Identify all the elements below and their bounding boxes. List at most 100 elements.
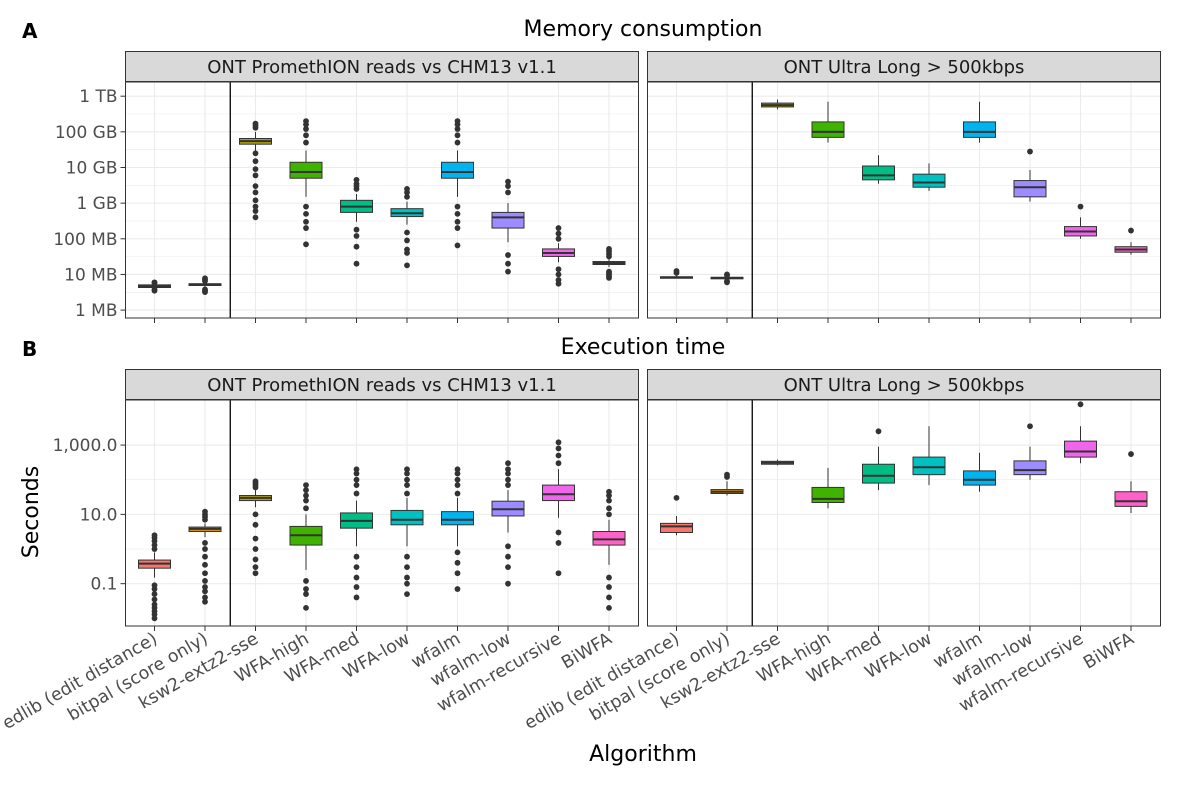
box-wfa-med (862, 155, 895, 184)
box-iqr (542, 484, 575, 502)
outlier-point (1027, 423, 1033, 430)
outlier-point (454, 470, 461, 477)
outlier-point (555, 529, 562, 536)
box-biwfa (592, 246, 626, 281)
outlier-point (404, 580, 410, 587)
strip-label-a2: ONT Ultra Long > 500kbps (784, 57, 1025, 78)
outlier-point (252, 214, 259, 221)
outlier-point (202, 584, 208, 590)
outlier-point (202, 594, 208, 601)
outlier-point (252, 172, 259, 179)
box-bitpal-score-only- (710, 471, 744, 496)
box-iqr (862, 463, 895, 484)
box-wfa-high (289, 118, 323, 248)
outlier-point (505, 178, 511, 185)
outlier-point (555, 439, 562, 446)
outlier-point (303, 482, 309, 488)
panel-b-title: Execution time (561, 335, 726, 360)
outlier-point (606, 497, 612, 504)
y-tick-label: 1 TB (79, 87, 117, 107)
outlier-point (1077, 203, 1084, 210)
strip-b2 (647, 369, 1161, 400)
outlier-point (454, 466, 461, 473)
outlier-point (303, 132, 309, 139)
outlier-point (454, 549, 461, 556)
box-bitpal-score-only- (188, 508, 222, 605)
box-ksw2-extz2-sse (761, 99, 794, 110)
box-wfa-med (340, 176, 373, 267)
box-edlib-edit-distance- (138, 279, 171, 294)
box-wfalm (963, 101, 996, 143)
outlier-point (353, 226, 360, 233)
outlier-point (151, 601, 158, 608)
outlier-point (353, 233, 360, 239)
outlier-point (505, 476, 511, 483)
outlier-point (252, 478, 259, 485)
box-wfalm-recursive (542, 439, 575, 577)
strip-label-b2: ONT Ultra Long > 500kbps (784, 375, 1025, 396)
outlier-point (151, 582, 158, 589)
outlier-point (555, 445, 562, 452)
panel-a-title: Memory consumption (524, 17, 763, 42)
box-iqr (660, 522, 693, 533)
outlier-point (404, 490, 410, 497)
box-iqr (862, 165, 895, 181)
box-iqr (811, 121, 845, 138)
outlier-point (151, 279, 158, 286)
outlier-point (724, 471, 730, 478)
outlier-point (404, 193, 410, 200)
box-iqr (963, 470, 996, 486)
outlier-point (606, 594, 612, 601)
box-biwfa (1114, 227, 1148, 255)
strip-label-a1: ONT PromethION reads vs CHM13 v1.1 (207, 57, 557, 78)
outlier-point (404, 591, 410, 597)
outlier-point (454, 132, 461, 139)
outlier-point (404, 476, 410, 483)
outlier-point (151, 591, 158, 597)
box-bitpal-score-only- (710, 271, 744, 286)
box-wfalm-recursive (1064, 203, 1097, 239)
outlier-point (202, 508, 208, 515)
box-wfalm (441, 118, 474, 249)
outlier-point (454, 482, 461, 488)
outlier-point (303, 497, 309, 504)
outlier-point (606, 511, 612, 518)
outlier-point (454, 476, 461, 483)
outlier-point (252, 150, 259, 157)
outlier-point (555, 225, 562, 231)
outlier-point (353, 243, 360, 250)
outlier-point (505, 482, 511, 488)
box-iqr (1013, 180, 1047, 198)
box-wfalm-low (491, 460, 525, 587)
outlier-point (353, 574, 360, 581)
outlier-point (303, 126, 309, 132)
time-panel: 0.1 10.0 1,000.0 (53, 399, 1161, 631)
outlier-point (353, 470, 360, 477)
outlier-point (606, 574, 612, 581)
outlier-point (151, 596, 158, 603)
outlier-point (252, 564, 259, 571)
facet-border (125, 399, 639, 627)
box-biwfa (592, 488, 626, 611)
strip-label-b1: ONT PromethION reads vs CHM13 v1.1 (207, 375, 557, 396)
box-iqr (441, 511, 474, 526)
outlier-point (606, 488, 612, 495)
box-wfalm-recursive (542, 225, 575, 287)
panel-a-strips: ONT PromethION reads vs CHM13 v1.1 ONT U… (125, 51, 1161, 82)
outlier-point (404, 229, 410, 236)
strip-a2 (647, 51, 1161, 82)
outlier-point (303, 203, 309, 210)
outlier-point (353, 482, 360, 488)
outlier-point (303, 210, 309, 217)
box-wfalm (963, 452, 996, 492)
outlier-point (505, 466, 511, 473)
outlier-point (505, 553, 511, 560)
outlier-point (353, 594, 360, 601)
outlier-point (875, 428, 882, 435)
outlier-point (252, 556, 259, 563)
outlier-point (252, 203, 259, 210)
outlier-point (454, 126, 461, 132)
box-wfa-low (390, 186, 424, 269)
box-wfa-high (811, 467, 845, 509)
